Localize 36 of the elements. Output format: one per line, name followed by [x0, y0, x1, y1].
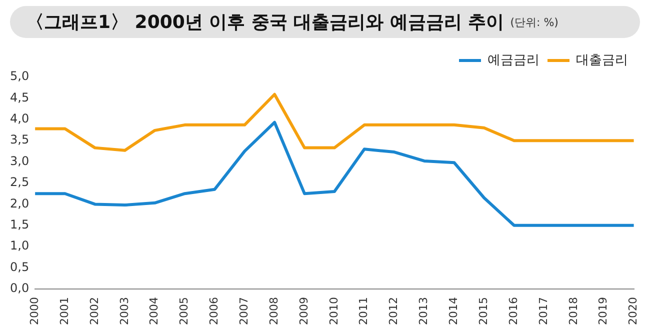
- legend-label: 예금금리: [488, 52, 540, 68]
- y-tick-label: 2,5: [10, 175, 30, 190]
- x-tick-label: 2014: [447, 297, 460, 326]
- x-tick-label: 2006: [208, 297, 221, 326]
- y-tick-label: 0,5: [10, 260, 30, 274]
- x-tick-label: 2005: [178, 297, 191, 326]
- y-tick-label: 2,0: [10, 196, 30, 210]
- x-tick-label: 2008: [267, 297, 280, 326]
- y-tick-label: 4,5: [10, 90, 30, 104]
- x-tick-label: 2012: [387, 297, 400, 326]
- chart-subtitle: (단위: %): [510, 14, 558, 30]
- x-tick-label: 2018: [566, 297, 580, 326]
- x-tick-label: 2015: [476, 297, 490, 326]
- x-tick-label: 2002: [88, 297, 101, 326]
- x-tick-label: 2003: [118, 297, 131, 326]
- y-tick-label: 1,0: [10, 238, 30, 253]
- chart-title: 〈그래프1〉 2000년 이후 중국 대출금리와 예금금리 추이: [26, 11, 504, 34]
- x-tick-label: 2009: [297, 297, 310, 326]
- x-tick-label: 2010: [327, 297, 340, 326]
- y-tick-label: 3,5: [10, 132, 30, 147]
- x-tick-label: 2001: [58, 297, 71, 326]
- y-tick-label: 5,0: [10, 69, 30, 84]
- x-tick-label: 2000: [28, 297, 41, 326]
- x-tick-label: 2011: [357, 297, 370, 326]
- x-tick-label: 2007: [237, 297, 250, 326]
- x-tick-label: 2020: [626, 297, 640, 326]
- legend-label: 대출금리: [576, 52, 628, 68]
- x-tick-label: 2019: [596, 297, 610, 326]
- x-tick-label: 2004: [148, 297, 161, 326]
- y-tick-label: 3,0: [10, 154, 30, 168]
- x-tick-label: 2013: [417, 297, 430, 326]
- y-tick-label: 4,0: [10, 112, 30, 126]
- y-tick-label: 0,0: [10, 281, 30, 296]
- x-tick-label: 2017: [536, 297, 550, 326]
- x-tick-label: 2016: [506, 297, 520, 326]
- y-tick-label: 1,5: [10, 218, 30, 232]
